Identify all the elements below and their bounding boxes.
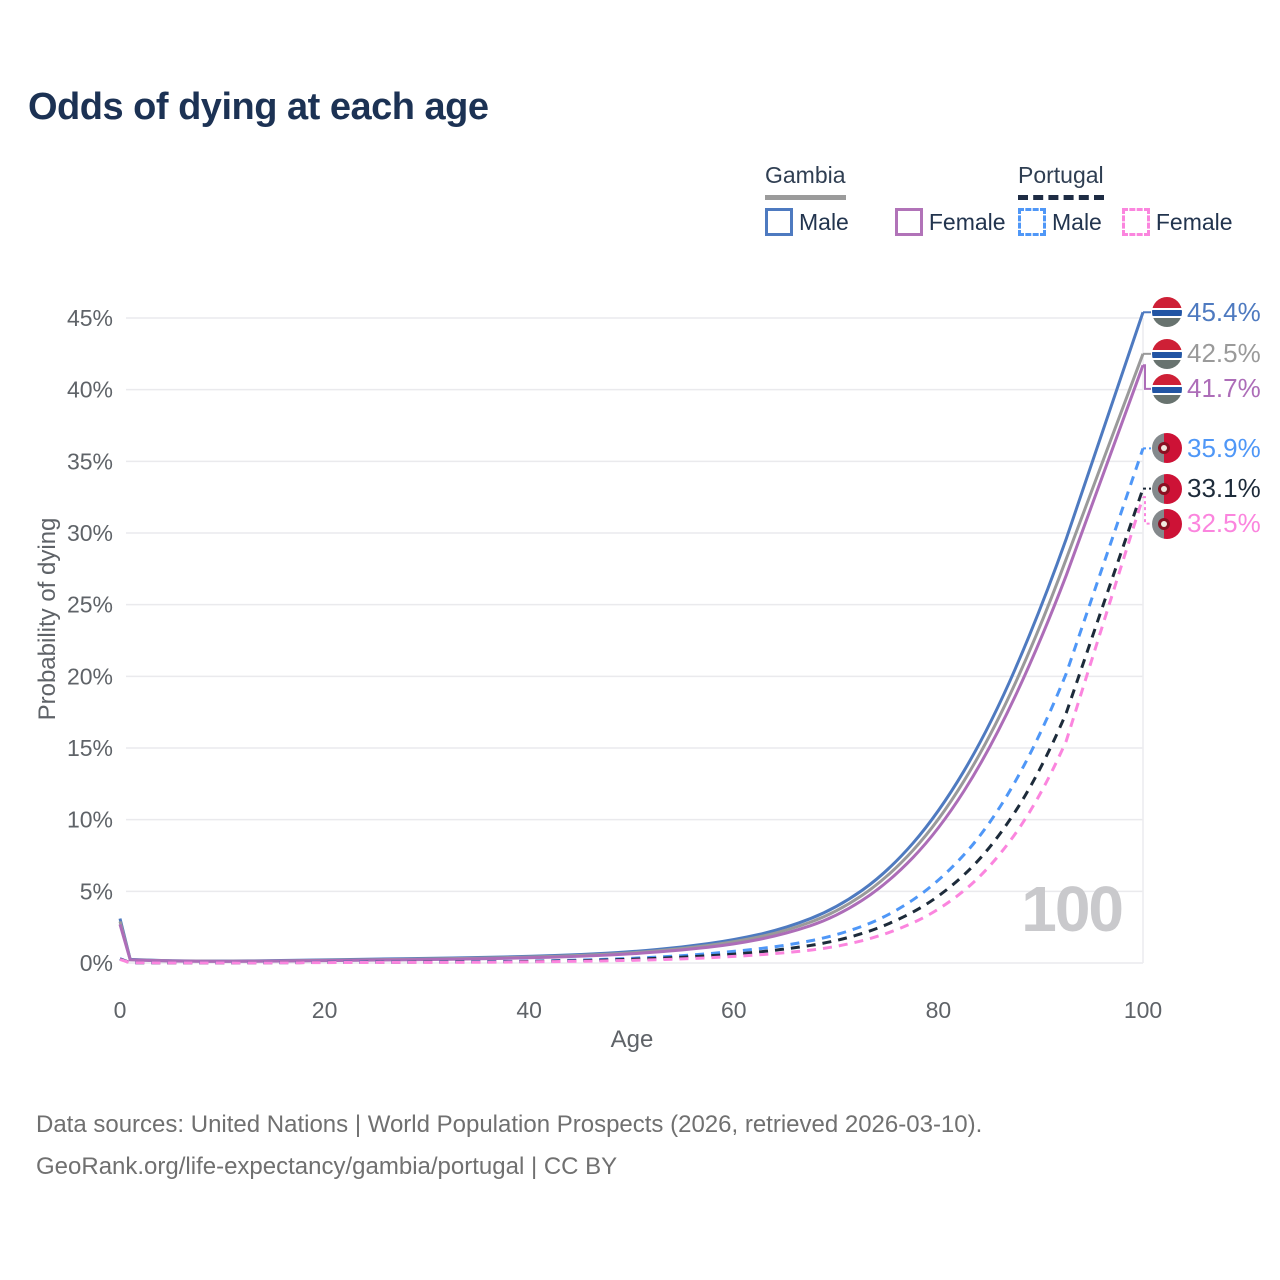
end-label-value: 41.7% [1187, 373, 1261, 404]
x-tick-label: 60 [721, 997, 747, 1023]
portugal-flag-icon [1152, 508, 1182, 539]
gambia-flag-icon [1152, 373, 1182, 404]
portugal-emblem-icon [1158, 482, 1170, 495]
series-line-gambia-male [118, 311, 1145, 963]
legend-group-title-gambia: Gambia [765, 162, 846, 200]
series-line-gambia-female [118, 364, 1145, 963]
gambia-male-swatch-icon [765, 208, 793, 236]
y-tick-label: 0% [80, 950, 113, 976]
end-label-portugal-both: 33.1% [1152, 473, 1261, 504]
legend-item-label: Male [1052, 208, 1102, 235]
y-tick-label: 45% [67, 305, 113, 331]
portugal-flag-icon [1152, 433, 1182, 464]
legend-item-portugal-male[interactable]: Male [1018, 208, 1102, 236]
portugal-male-swatch-icon [1018, 208, 1046, 236]
y-tick-label: 15% [67, 735, 113, 761]
portugal-emblem-icon [1158, 517, 1170, 530]
legend-item-label: Female [1155, 208, 1233, 235]
portugal-flag-icon [1152, 473, 1182, 504]
series-line-portugal-female [119, 496, 1145, 965]
x-tick-label: 20 [312, 997, 338, 1023]
footer-data-sources: Data sources: United Nations | World Pop… [36, 1111, 983, 1138]
footer: Data sources: United Nations | World Pop… [36, 1104, 982, 1188]
end-label-portugal-female: 32.5% [1152, 508, 1261, 539]
end-label-value: 33.1% [1187, 473, 1261, 504]
end-label-value: 32.5% [1187, 508, 1261, 539]
y-axis-title: Probability of dying [34, 517, 61, 721]
end-label-value: 35.9% [1187, 432, 1261, 463]
x-tick-label: 40 [516, 997, 542, 1023]
gambia-flag-icon [1152, 297, 1182, 328]
footer-attribution: GeoRank.org/life-expectancy/gambia/portu… [36, 1153, 618, 1180]
end-label-gambia-male: 45.4% [1152, 296, 1261, 328]
y-tick-label: 25% [67, 592, 113, 618]
end-label-gambia-female: 41.7% [1152, 373, 1261, 404]
end-label-portugal-male: 35.9% [1152, 432, 1261, 464]
x-tick-label: 0 [114, 997, 127, 1023]
y-tick-label: 5% [80, 878, 113, 904]
gambia-female-swatch-icon [894, 208, 923, 236]
y-tick-label: 35% [67, 448, 113, 474]
x-tick-label: 100 [1124, 997, 1162, 1023]
end-label-gambia-both: 42.5% [1152, 338, 1261, 369]
portugal-emblem-icon [1158, 442, 1170, 455]
x-axis-title: Age [610, 1026, 654, 1053]
legend-item-label: Female [928, 208, 1006, 235]
end-label-connector [1143, 364, 1151, 390]
legend-group-title-portugal: Portugal [1018, 162, 1104, 200]
series-line-gambia-both [118, 353, 1145, 963]
legend-item-gambia-female[interactable]: Female [894, 208, 1006, 236]
legend-item-portugal-female[interactable]: Female [1121, 208, 1233, 236]
end-label-value: 45.4% [1187, 296, 1261, 327]
y-tick-label: 30% [67, 520, 113, 546]
x-tick-label: 80 [926, 997, 952, 1023]
chart-watermark: 100 [1021, 873, 1124, 945]
gambia-flag-icon [1152, 338, 1182, 369]
legend-group-portugal: Portugal Male Female [1018, 162, 1233, 236]
y-tick-label: 40% [67, 377, 113, 403]
legend-group-gambia: Gambia Male Female [765, 162, 1006, 236]
portugal-female-swatch-icon [1121, 208, 1150, 236]
page-title: Odds of dying at each age [28, 86, 489, 128]
legend-item-gambia-male[interactable]: Male [765, 208, 849, 236]
y-tick-label: 10% [67, 807, 113, 833]
y-tick-label: 20% [67, 663, 113, 689]
end-label-value: 42.5% [1187, 338, 1261, 369]
legend-item-label: Male [799, 208, 849, 235]
series-line-portugal-male [119, 447, 1145, 965]
end-label-connector [1143, 496, 1151, 525]
